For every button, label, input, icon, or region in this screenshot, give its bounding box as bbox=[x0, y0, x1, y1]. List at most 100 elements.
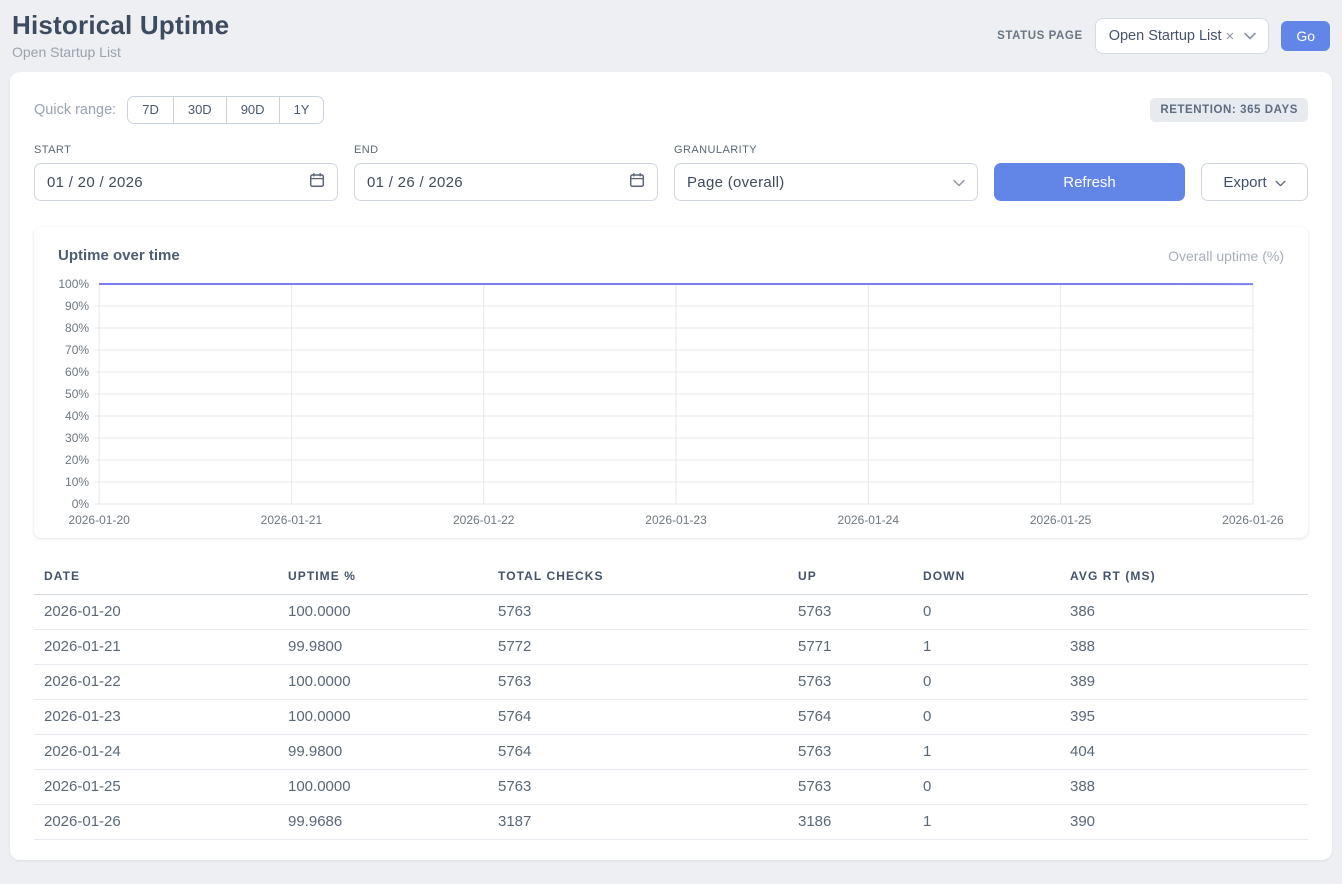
start-date-value: 01 / 20 / 2026 bbox=[47, 174, 143, 191]
table-cell: 386 bbox=[1060, 595, 1308, 630]
svg-text:20%: 20% bbox=[65, 453, 89, 467]
svg-text:10%: 10% bbox=[65, 475, 89, 489]
quick-range-30d-button[interactable]: 30D bbox=[173, 97, 226, 123]
status-page-select[interactable]: Open Startup List × bbox=[1095, 18, 1270, 54]
end-date-value: 01 / 26 / 2026 bbox=[367, 174, 463, 191]
column-header-date: DATE bbox=[34, 560, 278, 595]
table-row: 2026-01-2499.9800576457631404 bbox=[34, 735, 1308, 770]
title-block: Historical Uptime Open Startup List bbox=[12, 10, 229, 60]
end-date-input[interactable]: 01 / 26 / 2026 bbox=[354, 163, 658, 201]
svg-text:40%: 40% bbox=[65, 409, 89, 423]
svg-text:70%: 70% bbox=[65, 343, 89, 357]
table-row: 2026-01-25100.0000576357630388 bbox=[34, 770, 1308, 805]
quick-range-1y-button[interactable]: 1Y bbox=[279, 97, 324, 123]
status-page-selected-value: Open Startup List bbox=[1109, 28, 1222, 44]
column-header-up: UP bbox=[788, 560, 913, 595]
granularity-selected-value: Page (overall) bbox=[687, 174, 785, 191]
table-cell: 2026-01-26 bbox=[34, 805, 278, 840]
table-cell: 99.9800 bbox=[278, 630, 488, 665]
table-row: 2026-01-2199.9800577257711388 bbox=[34, 630, 1308, 665]
chevron-down-icon bbox=[1275, 174, 1286, 191]
chart-card: Uptime over time Overall uptime (%) 0%10… bbox=[34, 227, 1308, 538]
table-cell: 1 bbox=[913, 805, 1060, 840]
table-cell: 5763 bbox=[788, 735, 913, 770]
start-label: START bbox=[34, 144, 338, 156]
table-cell: 2026-01-25 bbox=[34, 770, 278, 805]
svg-text:100%: 100% bbox=[58, 277, 89, 291]
page-subtitle: Open Startup List bbox=[12, 44, 229, 60]
table-cell: 5772 bbox=[488, 630, 788, 665]
refresh-button[interactable]: Refresh bbox=[994, 163, 1185, 201]
quick-range-90d-button[interactable]: 90D bbox=[226, 97, 279, 123]
svg-text:60%: 60% bbox=[65, 365, 89, 379]
table-cell: 100.0000 bbox=[278, 770, 488, 805]
table-cell: 99.9686 bbox=[278, 805, 488, 840]
svg-text:2026-01-26: 2026-01-26 bbox=[1222, 513, 1284, 527]
table-row: 2026-01-22100.0000576357630389 bbox=[34, 665, 1308, 700]
chart-header: Uptime over time Overall uptime (%) bbox=[56, 247, 1286, 264]
svg-text:2026-01-22: 2026-01-22 bbox=[453, 513, 515, 527]
status-page-label: STATUS PAGE bbox=[997, 30, 1083, 42]
chevron-down-icon bbox=[1244, 32, 1256, 40]
granularity-field: GRANULARITY Page (overall) bbox=[674, 144, 978, 201]
chart-legend: Overall uptime (%) bbox=[1168, 248, 1284, 264]
table-cell: 1 bbox=[913, 630, 1060, 665]
table-cell: 0 bbox=[913, 665, 1060, 700]
quick-range-label: Quick range: bbox=[34, 102, 116, 118]
uptime-line-chart: 0%10%20%30%40%50%60%70%80%90%100%2026-01… bbox=[56, 272, 1286, 530]
granularity-label: GRANULARITY bbox=[674, 144, 978, 156]
retention-badge: RETENTION: 365 DAYS bbox=[1150, 98, 1308, 122]
table-cell: 2026-01-24 bbox=[34, 735, 278, 770]
table-cell: 5763 bbox=[788, 770, 913, 805]
calendar-icon[interactable] bbox=[309, 172, 325, 192]
quick-range-7d-button[interactable]: 7D bbox=[128, 97, 173, 123]
table-cell: 388 bbox=[1060, 630, 1308, 665]
table-cell: 1 bbox=[913, 735, 1060, 770]
table-cell: 390 bbox=[1060, 805, 1308, 840]
table-cell: 2026-01-21 bbox=[34, 630, 278, 665]
table-cell: 5763 bbox=[488, 770, 788, 805]
table-cell: 395 bbox=[1060, 700, 1308, 735]
svg-text:2026-01-23: 2026-01-23 bbox=[645, 513, 707, 527]
main-card: Quick range: 7D30D90D1Y RETENTION: 365 D… bbox=[10, 72, 1332, 860]
table-header-row: DATEUPTIME %TOTAL CHECKSUPDOWNAVG RT (MS… bbox=[34, 560, 1308, 595]
svg-text:30%: 30% bbox=[65, 431, 89, 445]
svg-text:2026-01-24: 2026-01-24 bbox=[838, 513, 900, 527]
end-date-field: END 01 / 26 / 2026 bbox=[354, 144, 658, 201]
column-header-total-checks: TOTAL CHECKS bbox=[488, 560, 788, 595]
export-button-label: Export bbox=[1223, 174, 1266, 191]
end-label: END bbox=[354, 144, 658, 156]
clear-selection-icon[interactable]: × bbox=[1226, 28, 1235, 45]
table-cell: 2026-01-20 bbox=[34, 595, 278, 630]
svg-text:50%: 50% bbox=[65, 387, 89, 401]
go-button[interactable]: Go bbox=[1281, 21, 1330, 51]
quick-range-row: Quick range: 7D30D90D1Y RETENTION: 365 D… bbox=[34, 96, 1308, 124]
table-cell: 2026-01-22 bbox=[34, 665, 278, 700]
table-cell: 3187 bbox=[488, 805, 788, 840]
uptime-table: DATEUPTIME %TOTAL CHECKSUPDOWNAVG RT (MS… bbox=[34, 560, 1308, 840]
table-cell: 0 bbox=[913, 595, 1060, 630]
svg-text:90%: 90% bbox=[65, 299, 89, 313]
table-cell: 0 bbox=[913, 770, 1060, 805]
table-cell: 5763 bbox=[488, 595, 788, 630]
calendar-icon[interactable] bbox=[629, 172, 645, 192]
table-cell: 404 bbox=[1060, 735, 1308, 770]
page-title: Historical Uptime bbox=[12, 10, 229, 41]
table-cell: 5763 bbox=[788, 595, 913, 630]
table-row: 2026-01-2699.9686318731861390 bbox=[34, 805, 1308, 840]
status-page-controls: STATUS PAGE Open Startup List × Go bbox=[997, 18, 1330, 54]
start-date-input[interactable]: 01 / 20 / 2026 bbox=[34, 163, 338, 201]
table-cell: 5764 bbox=[488, 735, 788, 770]
table-cell: 3186 bbox=[788, 805, 913, 840]
table-cell: 99.9800 bbox=[278, 735, 488, 770]
table-cell: 5764 bbox=[788, 700, 913, 735]
svg-text:2026-01-20: 2026-01-20 bbox=[68, 513, 130, 527]
column-header-down: DOWN bbox=[913, 560, 1060, 595]
table-cell: 0 bbox=[913, 700, 1060, 735]
table-cell: 5771 bbox=[788, 630, 913, 665]
table-cell: 2026-01-23 bbox=[34, 700, 278, 735]
chart-title: Uptime over time bbox=[58, 247, 180, 264]
granularity-select[interactable]: Page (overall) bbox=[674, 163, 978, 201]
export-button[interactable]: Export bbox=[1201, 163, 1308, 201]
table-cell: 5763 bbox=[488, 665, 788, 700]
